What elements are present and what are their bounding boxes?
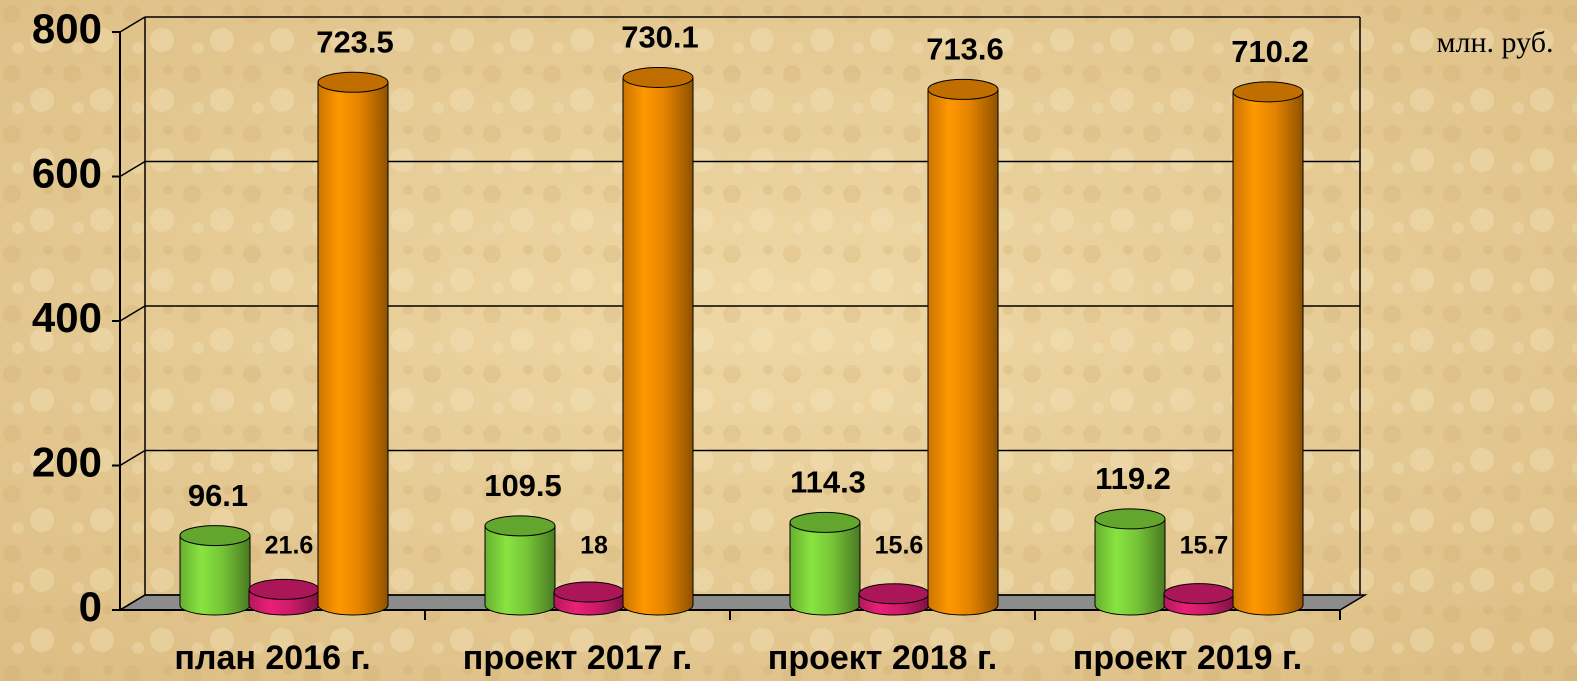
tick-connector	[119, 16, 146, 33]
y-tick-label: 0	[79, 583, 102, 630]
bar	[1163, 583, 1235, 616]
bar-cover	[318, 82, 388, 606]
bar-top	[1232, 81, 1304, 103]
bar-top	[317, 71, 389, 93]
x-tick-label: план 2016 г.	[174, 639, 370, 677]
value-label: 18	[580, 532, 608, 560]
bar-top	[858, 583, 930, 605]
value-label: 15.7	[1180, 532, 1229, 560]
value-label: 723.5	[316, 24, 394, 59]
value-label: 710.2	[1231, 34, 1309, 69]
bar	[248, 578, 320, 616]
bar-cover	[1095, 518, 1165, 605]
bar	[484, 515, 556, 616]
tick-connector	[119, 449, 146, 467]
y-tick-label: 600	[32, 150, 102, 197]
value-label: 114.3	[790, 465, 866, 500]
tick-connector	[119, 305, 146, 322]
bar	[858, 583, 930, 616]
value-label: 109.5	[484, 468, 562, 503]
bar-top	[248, 578, 320, 600]
bar	[622, 67, 694, 616]
bar-cover	[180, 535, 250, 605]
bar	[179, 525, 251, 616]
bar-top	[622, 67, 694, 89]
bar-top	[179, 525, 251, 547]
value-label: 730.1	[621, 20, 699, 55]
value-label: 713.6	[926, 32, 1004, 67]
x-tick-label: проект 2018 г.	[768, 639, 997, 677]
bar-cover	[790, 522, 860, 605]
bar-cover	[928, 89, 998, 605]
tick-connector	[119, 594, 146, 611]
bar	[927, 78, 999, 616]
y-tick-label: 800	[32, 5, 102, 52]
value-label: 119.2	[1095, 461, 1171, 496]
y-tick-label: 400	[32, 294, 102, 341]
bar-top	[1163, 583, 1235, 605]
bar	[317, 71, 389, 616]
bar-top	[553, 581, 625, 603]
value-label: 96.1	[188, 478, 248, 513]
bar-cover	[485, 525, 555, 605]
y-tick-label: 200	[32, 439, 102, 486]
x-tick-label: проект 2019 г.	[1073, 639, 1302, 677]
bar	[1232, 81, 1304, 616]
tick-connector	[119, 160, 146, 178]
bar-cover	[1233, 91, 1303, 606]
bar-top	[927, 78, 999, 100]
bar-top	[789, 511, 861, 533]
bar	[553, 581, 625, 616]
bar-top	[484, 515, 556, 537]
bar-top	[1094, 508, 1166, 530]
bar	[1094, 508, 1166, 616]
value-label: 15.6	[875, 532, 924, 560]
unit-label: млн. руб.	[1437, 26, 1554, 59]
bar	[789, 511, 861, 616]
value-label: 21.6	[265, 532, 314, 560]
x-tick-label: проект 2017 г.	[463, 639, 692, 677]
bar-cover	[623, 77, 693, 605]
